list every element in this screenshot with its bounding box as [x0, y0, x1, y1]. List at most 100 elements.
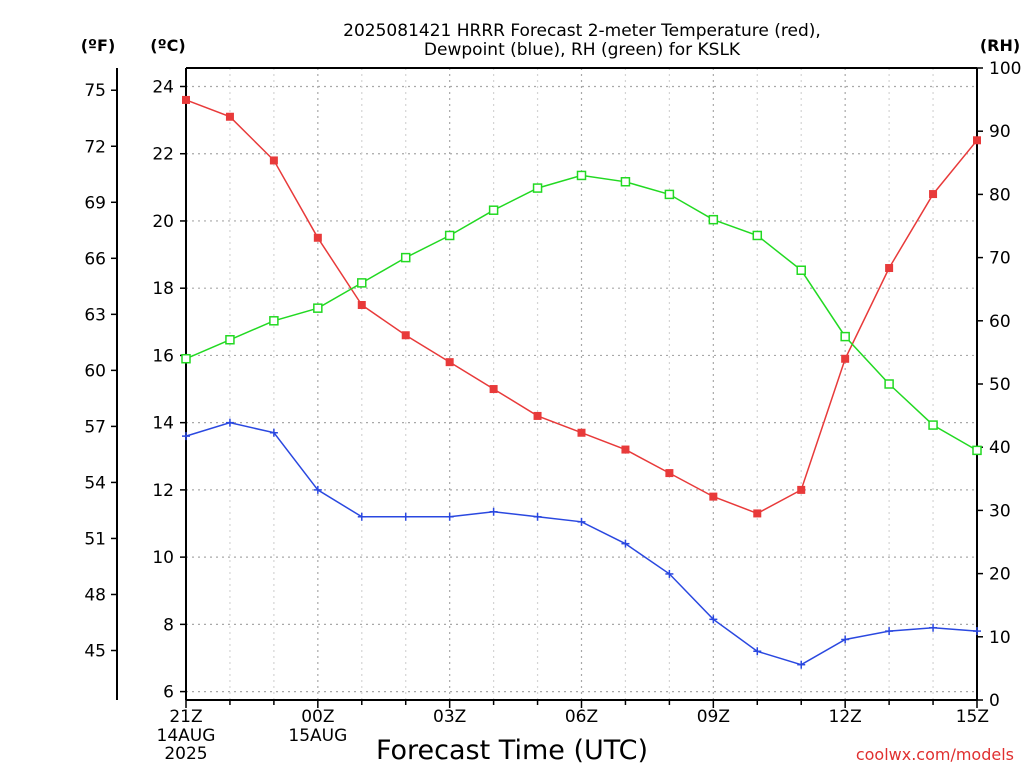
series-0-point-4	[357, 301, 366, 309]
rh-tick-label-30: 30	[989, 501, 1011, 521]
fahrenheit-tick-label-54: 54	[84, 473, 106, 493]
rh-tick-label-100: 100	[989, 59, 1021, 79]
rh-tick-label-80: 80	[989, 185, 1011, 205]
series-2-point-11	[664, 189, 675, 200]
rh-tick-label-60: 60	[989, 312, 1011, 332]
fahrenheit-tick-label-45: 45	[84, 642, 106, 662]
series-line-2	[185, 174, 978, 452]
rh-tick-label-40: 40	[989, 438, 1011, 458]
series-0-point-0	[182, 95, 190, 104]
x-axis-label: Forecast Time (UTC)	[376, 735, 648, 766]
series-2-point-1	[225, 335, 235, 345]
series-2-point-0	[181, 353, 191, 364]
fahrenheit-tick-label-48: 48	[84, 585, 106, 605]
series-1-point-17	[929, 623, 938, 632]
series-2-point-6	[444, 230, 455, 241]
series-0-point-8	[533, 411, 542, 420]
series-2-point-7	[488, 205, 499, 215]
series-0-point-6	[445, 358, 454, 367]
fahrenheit-tick-label-69: 69	[84, 193, 106, 213]
series-0-point-2	[269, 156, 278, 165]
series-0-point-1	[225, 112, 234, 121]
celsius-unit-label: (ºC)	[150, 36, 185, 55]
series-1-point-3	[313, 485, 322, 494]
series-2-point-4	[357, 278, 367, 288]
series-0-point-14	[797, 485, 806, 494]
rh-tick-label-90: 90	[989, 122, 1011, 142]
rh-tick-label-70: 70	[989, 249, 1011, 269]
series-1-point-2	[269, 428, 278, 437]
x-tick-label-06Z: 06Z	[565, 707, 598, 727]
series-0-point-3	[313, 233, 322, 242]
rh-unit-label: (RH)	[980, 36, 1020, 55]
fahrenheit-tick-label-60: 60	[84, 361, 106, 381]
x-tick-label-12Z: 12Z	[829, 707, 862, 727]
x-tick-year-2025: 2025	[164, 744, 207, 764]
grid-lines	[186, 68, 977, 700]
series-0-point-11	[665, 469, 674, 478]
series-1-point-1	[225, 418, 234, 427]
rh-tick-label-50: 50	[989, 375, 1011, 395]
series-1-point-10	[621, 539, 630, 548]
series-2-point-3	[313, 303, 323, 313]
x-tick-label-00Z: 00Z	[301, 707, 334, 727]
celsius-tick-label-8: 8	[163, 615, 174, 635]
series-0-point-7	[489, 385, 498, 394]
credit-label: coolwx.com/models	[856, 745, 1014, 764]
chart-title-line1: 2025081421 HRRR Forecast 2-meter Tempera…	[343, 21, 821, 41]
series-2-point-9	[576, 170, 587, 181]
x-tick-label-21Z: 21Z	[169, 707, 202, 727]
rh-tick-label-20: 20	[989, 565, 1011, 585]
x-tick-label-09Z: 09Z	[697, 707, 730, 727]
x-tick-date-14AUG: 14AUG	[157, 726, 216, 746]
celsius-tick-label-12: 12	[152, 481, 174, 501]
series-2-point-18	[972, 445, 982, 456]
celsius-tick-label-16: 16	[152, 346, 174, 366]
series-1-point-18	[973, 627, 981, 636]
series-2-point-5	[400, 252, 411, 263]
series-0-point-13	[753, 509, 762, 518]
series-0-point-9	[577, 428, 586, 437]
fahrenheit-tick-label-51: 51	[84, 529, 106, 549]
celsius-tick-label-24: 24	[152, 77, 174, 97]
fahrenheit-tick-label-57: 57	[84, 417, 106, 437]
series-2-point-16	[884, 379, 894, 389]
series-0-point-10	[621, 445, 630, 454]
data-series	[181, 95, 982, 669]
series-1-point-8	[533, 512, 542, 521]
rh-tick-label-0: 0	[989, 691, 1000, 711]
series-2-point-10	[620, 177, 631, 187]
series-0-point-18	[973, 136, 981, 145]
series-2-point-12	[708, 214, 719, 225]
celsius-tick-label-6: 6	[163, 683, 174, 703]
tick-labels: 6 8 10 12 14 16 18 20 22 24 45 48 51 54 57 60 63 66 69 72 75…	[84, 59, 1021, 764]
series-1-point-6	[445, 512, 454, 521]
series-1-point-16	[885, 627, 894, 636]
series-2-point-17	[928, 420, 938, 430]
series-2-point-15	[840, 331, 850, 342]
series-1-point-9	[577, 517, 586, 526]
series-2-point-13	[752, 230, 763, 241]
celsius-tick-label-18: 18	[152, 279, 174, 299]
chart-title-line2: Dewpoint (blue), RH (green) for KSLK	[424, 40, 741, 60]
fahrenheit-tick-label-72: 72	[84, 137, 106, 157]
axes	[111, 67, 983, 708]
celsius-tick-label-14: 14	[152, 414, 174, 434]
series-1-point-7	[489, 507, 498, 516]
series-2-point-8	[532, 183, 543, 193]
fahrenheit-tick-label-63: 63	[84, 305, 106, 325]
series-1-point-0	[182, 432, 190, 441]
celsius-tick-label-10: 10	[152, 548, 174, 568]
fahrenheit-tick-label-66: 66	[84, 249, 106, 269]
series-1-point-5	[401, 512, 410, 521]
series-1-point-12	[709, 615, 718, 624]
x-tick-label-03Z: 03Z	[433, 707, 466, 727]
celsius-tick-label-20: 20	[152, 212, 174, 232]
series-0-point-17	[929, 190, 938, 199]
fahrenheit-unit-label: (ºF)	[81, 36, 116, 55]
rh-tick-label-10: 10	[989, 628, 1011, 648]
series-2-point-14	[796, 265, 806, 275]
x-tick-date-15AUG: 15AUG	[288, 726, 347, 746]
series-0-point-5	[401, 331, 410, 340]
